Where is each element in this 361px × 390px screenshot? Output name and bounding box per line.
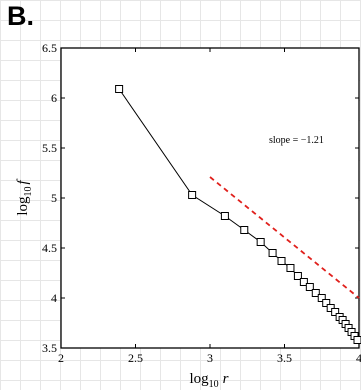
data-point-marker: [322, 299, 331, 307]
data-point-marker: [115, 85, 124, 93]
x-tick-label: 4: [356, 351, 361, 365]
data-point-marker: [240, 226, 249, 234]
y-tick-label: 5: [51, 191, 57, 205]
data-point-marker: [220, 212, 229, 220]
data-point-marker: [256, 238, 265, 246]
y-tick-label: 6.5: [42, 41, 57, 55]
x-tick-label: 2: [58, 351, 64, 365]
data-point-marker: [277, 257, 286, 265]
data-point-marker: [293, 272, 302, 280]
y-axis-ticks: 3.5 4 4.5 5 5.5 6 6.5: [42, 41, 359, 355]
series-layer: [115, 85, 361, 344]
x-axis-label: log10 r: [189, 371, 228, 390]
x-tick-label: 2.5: [128, 351, 143, 365]
data-point-marker: [268, 249, 277, 257]
y-axis-label: log10f: [15, 179, 34, 216]
data-point-marker: [331, 308, 340, 316]
y-tick-label: 4.5: [42, 241, 57, 255]
y-tick-label: 3.5: [42, 341, 57, 355]
x-tick-label: 3: [207, 351, 213, 365]
data-point-marker: [188, 191, 197, 199]
data-point-marker: [305, 283, 314, 291]
data-point-marker: [311, 289, 320, 297]
data-point-marker: [286, 264, 295, 272]
y-tick-label: 5.5: [42, 141, 57, 155]
plot-frame: [60, 47, 360, 349]
y-tick-label: 6: [51, 91, 57, 105]
slope-reference-line: [209, 176, 360, 299]
y-tick-label: 4: [51, 291, 57, 305]
data-point-marker: [353, 336, 361, 344]
data-point-marker: [317, 294, 326, 302]
x-axis-ticks: 2 2.5 3 3.5 4: [58, 48, 361, 365]
panel-label: B.: [7, 1, 34, 31]
slope-annotation: slope = −1.21: [269, 135, 324, 146]
data-point-marker: [299, 278, 308, 286]
x-tick-label: 3.5: [277, 351, 292, 365]
